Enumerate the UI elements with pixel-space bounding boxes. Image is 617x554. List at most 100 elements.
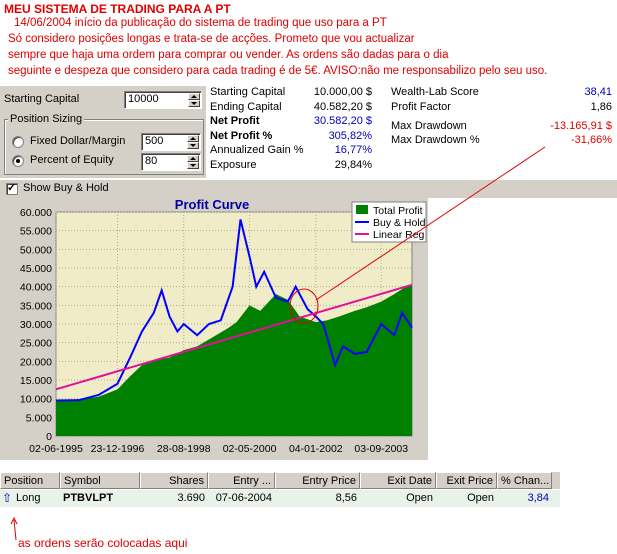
column-header[interactable]: Entry Price: [275, 472, 360, 489]
position-sizing-label: Position Sizing: [8, 113, 85, 125]
y-tick-label: 15.000: [20, 375, 52, 387]
legend-entry: Linear Reg: [373, 229, 425, 241]
y-tick-label: 55.000: [20, 226, 52, 238]
x-tick-label: 28-08-1998: [157, 443, 211, 455]
long-arrow-icon: ⇧: [2, 491, 13, 505]
percent-equity-radio[interactable]: [12, 155, 24, 167]
spin-down-icon[interactable]: [187, 142, 199, 149]
chart-title: Profit Curve: [175, 198, 249, 212]
page-heading: MEU SISTEMA DE TRADING PARA A PT: [4, 2, 231, 16]
show-buy-hold-label: Show Buy & Hold: [23, 182, 109, 194]
y-tick-label: 25.000: [20, 338, 52, 350]
legend-entry: Total Profit: [373, 205, 423, 217]
x-tick-label: 23-12-1996: [91, 443, 145, 455]
column-header[interactable]: Symbol: [60, 472, 140, 489]
intro-line: Só considero posições longas e trata-se …: [8, 33, 415, 45]
x-tick-label: 02-06-1995: [29, 443, 83, 455]
table-cell: Open: [467, 492, 494, 504]
stat-label: Wealth-Lab Score: [391, 86, 479, 98]
spin-up-icon[interactable]: [187, 135, 199, 142]
stat-value: 10.000,00 $: [313, 86, 372, 98]
column-header[interactable]: Entry ...: [208, 472, 275, 489]
profit-chart-svg: 0 5.000 10.000 15.000 20.000 25.000 30.000 35.0…: [0, 198, 428, 460]
column-header[interactable]: % Chan...: [497, 472, 552, 489]
percent-equity-input[interactable]: 80: [141, 153, 201, 171]
y-tick-label: 60.000: [20, 207, 52, 219]
stat-label: Starting Capital: [210, 86, 286, 98]
stat-label: Max Drawdown %: [391, 134, 480, 146]
y-tick-label: 20.000: [20, 356, 52, 368]
spin-up-icon[interactable]: [188, 93, 200, 100]
stat-label: Annualized Gain %: [210, 144, 304, 156]
percent-equity-label: Percent of Equity: [30, 154, 114, 166]
x-tick-label: 03-09-2003: [354, 443, 408, 455]
table-cell: 3,84: [527, 492, 549, 504]
stat-value: 29,84%: [334, 158, 372, 171]
table-cell: 8,56: [335, 492, 357, 504]
legend-swatch: [356, 205, 368, 214]
stat-label: Net Profit: [210, 115, 260, 127]
table-row[interactable]: Long PTBVLPT 3.690 07-06-2004 8,56 Open Open 3,…: [0, 490, 560, 507]
linear-reg-line: [55, 283, 413, 391]
x-tick-label: 02-05-2000: [223, 443, 277, 455]
starting-capital-label: Starting Capital: [4, 93, 80, 105]
y-tick-label: 0: [46, 431, 52, 443]
starting-capital-value: 10000: [128, 93, 159, 105]
stat-value: 40.582,20 $: [313, 100, 372, 113]
table-cell: Long: [16, 492, 41, 504]
stat-label: Profit Factor: [391, 100, 451, 113]
x-tick-label: 04-01-2002: [289, 443, 343, 455]
y-tick-label: 35.000: [20, 300, 52, 312]
show-buy-hold-checkbox[interactable]: [6, 181, 18, 195]
y-tick-label: 50.000: [20, 244, 52, 256]
stat-value: 16,77%: [334, 144, 372, 156]
column-header[interactable]: Exit Price: [436, 472, 497, 489]
percent-equity-value: 80: [145, 155, 158, 167]
spin-down-icon[interactable]: [188, 100, 200, 107]
table-cell: Open: [406, 492, 433, 504]
show-buy-hold-row: Show Buy & Hold: [0, 180, 617, 198]
table-cell: 3.690: [177, 492, 205, 504]
starting-capital-spinner[interactable]: [188, 93, 200, 107]
y-tick-label: 40.000: [20, 282, 52, 294]
arrow-head-icon: [10, 516, 18, 525]
buy-hold-line: [55, 219, 413, 402]
stat-value: 1,86: [590, 100, 612, 113]
column-header[interactable]: Position: [0, 472, 60, 489]
fixed-dollar-spinner[interactable]: [187, 135, 199, 149]
annotation-arrow: [13, 519, 17, 541]
percent-equity-spinner[interactable]: [187, 155, 199, 169]
stat-label: Ending Capital: [210, 100, 282, 113]
stat-value: -13.165,91 $: [550, 119, 612, 132]
spin-down-icon[interactable]: [187, 162, 199, 169]
fixed-dollar-label: Fixed Dollar/Margin: [30, 135, 126, 147]
intro-line: 14/06/2004 início da publicação do siste…: [14, 17, 387, 29]
table-cell: PTBVLPT: [63, 492, 114, 504]
spin-up-icon[interactable]: [187, 155, 199, 162]
intro-line: sempre que haja uma ordem para comprar o…: [8, 49, 449, 61]
fixed-dollar-input[interactable]: 500: [141, 133, 201, 151]
fixed-dollar-radio[interactable]: [12, 136, 24, 148]
annotation-arrow: [315, 146, 546, 301]
column-header[interactable]: Shares: [140, 472, 208, 489]
stat-value: 30.582,20 $: [313, 115, 372, 127]
legend-entry: Buy & Hold: [373, 217, 426, 229]
stat-label: Net Profit %: [210, 129, 273, 142]
starting-capital-input[interactable]: 10000: [124, 91, 202, 109]
y-tick-label: 5.000: [26, 412, 52, 424]
stat-label: Exposure: [210, 158, 257, 171]
annotation-circle: [289, 288, 319, 324]
stat-value: -31,66%: [571, 134, 612, 146]
settings-panel: Starting Capital 10000 Position Sizing F…: [0, 86, 206, 178]
y-tick-label: 30.000: [20, 319, 52, 331]
footer-note: as ordens serão colocadas aqui: [18, 536, 188, 550]
table-cell: 07-06-2004: [215, 492, 272, 504]
fixed-dollar-value: 500: [145, 135, 164, 147]
stat-value: 38,41: [584, 86, 612, 98]
column-header[interactable]: Exit Date: [360, 472, 436, 489]
stat-value: 305,82%: [328, 129, 372, 142]
position-sizing-group: [4, 119, 204, 175]
profit-chart: 0 5.000 10.000 15.000 20.000 25.000 30.000 35.0…: [0, 198, 428, 460]
stat-label: Max Drawdown: [391, 119, 467, 132]
